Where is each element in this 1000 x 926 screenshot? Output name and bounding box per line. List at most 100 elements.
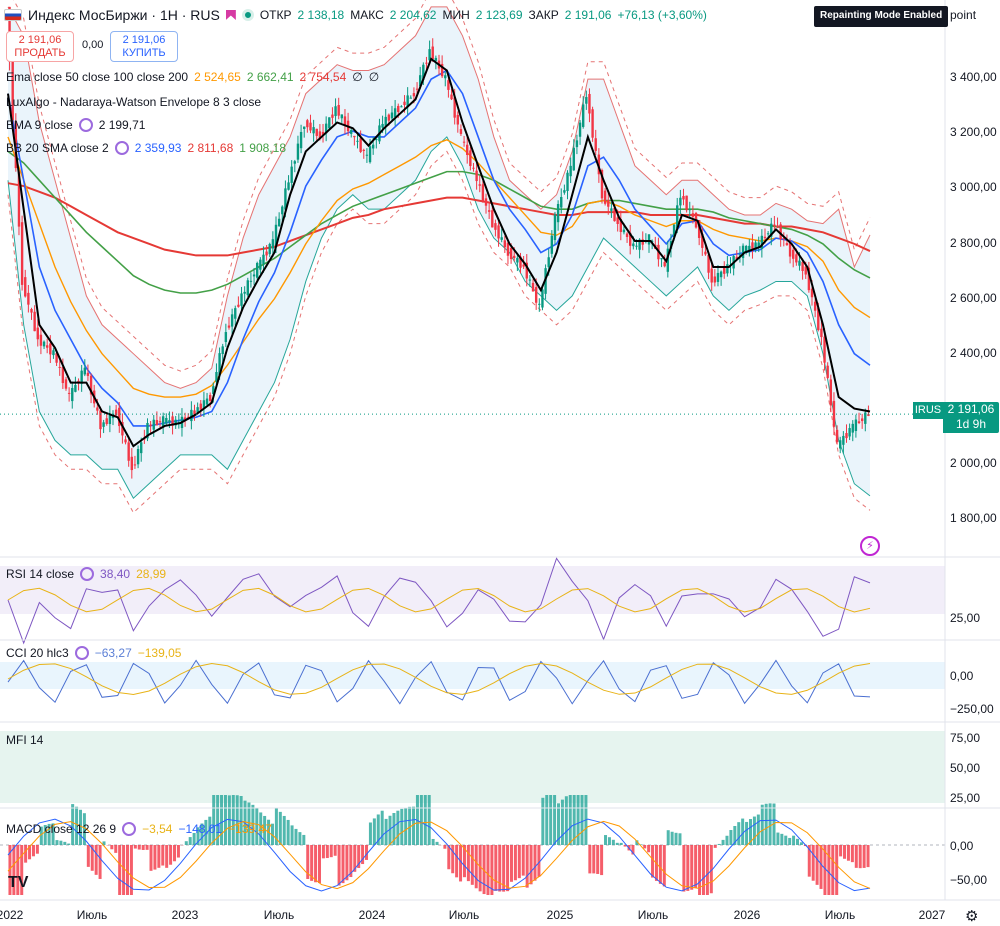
macd-pane[interactable]: [0, 795, 945, 895]
candle-body: [152, 419, 155, 430]
candle-body: [785, 243, 789, 246]
time-label: 2025: [546, 908, 574, 922]
candle-body: [503, 240, 507, 248]
candle-body: [277, 218, 281, 227]
bookmark-icon[interactable]: [225, 10, 236, 20]
cci-line: [7, 659, 871, 705]
russia-flag-icon: [4, 9, 22, 21]
macd-histogram-bar: [365, 845, 369, 860]
price-pane[interactable]: [0, 0, 945, 514]
candle-body: [309, 122, 312, 131]
candle-body: [782, 238, 785, 240]
candle-body: [58, 366, 61, 368]
macd-histogram-bar: [466, 845, 470, 882]
symbol-title[interactable]: Индекс МосБиржи · 1H · RUS: [28, 7, 220, 23]
macd-histogram-bar: [188, 837, 192, 845]
bb-legend-label: BB 20 SMA close 2: [6, 141, 109, 155]
macd-histogram-bar: [792, 835, 796, 845]
candle-body: [234, 308, 237, 319]
mfi-tick: 75,00: [950, 731, 981, 745]
ema9-legend[interactable]: EMA 9 close 2 199,71: [6, 118, 145, 132]
candle-body: [133, 464, 137, 466]
macd-histogram-bar: [388, 815, 392, 845]
candle-body: [67, 392, 71, 394]
cci-pane[interactable]: [0, 659, 945, 705]
candle-body: [835, 429, 839, 443]
candle-body: [324, 123, 328, 134]
macd-histogram-bar: [8, 845, 12, 895]
macd-histogram-bar: [639, 844, 643, 845]
macd-histogram-bar: [686, 845, 690, 891]
mfi-pane[interactable]: [0, 731, 945, 803]
cci-value: −63,27: [94, 646, 132, 660]
gear-icon[interactable]: ⚙: [965, 908, 979, 925]
candle-body: [625, 233, 629, 237]
candle-body: [24, 277, 27, 297]
candle-body: [475, 170, 478, 182]
macd-legend[interactable]: MACD close 12 26 9 −3,54 −148,01 −139,47: [6, 822, 272, 836]
candle-body: [860, 418, 864, 422]
candle-body: [33, 311, 36, 332]
candle-body: [312, 127, 315, 134]
mfi-legend[interactable]: MFI 14: [6, 733, 43, 747]
candle-body: [770, 223, 773, 237]
macd-signal-value: −139,47: [228, 822, 272, 836]
close-value: 2 191,06: [564, 8, 612, 22]
candle-body: [334, 106, 337, 117]
time-label: 2026: [733, 908, 761, 922]
candle-body: [340, 114, 344, 119]
macd-histogram-bar: [651, 845, 655, 878]
candle-body: [541, 289, 544, 308]
spread-value: 0,00: [82, 39, 104, 51]
cci-legend[interactable]: CCI 20 hlc3 −63,27 −139,05: [6, 646, 181, 660]
rsi-legend[interactable]: RSI 14 close 38,40 28,99: [6, 567, 166, 581]
macd-histogram-bar: [82, 813, 86, 845]
macd-histogram-bar: [141, 845, 145, 850]
macd-histogram-bar: [459, 845, 463, 882]
sell-button[interactable]: 2 191,06 ПРОДАТЬ: [6, 31, 74, 62]
candle-body: [845, 433, 848, 439]
macd-histogram-bar: [408, 806, 412, 845]
candle-body: [613, 207, 616, 222]
candle-body: [30, 308, 33, 313]
buy-button[interactable]: 2 191,06 КУПИТЬ: [110, 31, 178, 62]
candle-body: [763, 236, 767, 239]
macd-histogram-bar: [494, 845, 498, 891]
macd-histogram-bar: [721, 839, 725, 845]
cci-ma-value: −139,05: [137, 646, 182, 660]
candle-body: [726, 264, 729, 274]
candle-body: [585, 97, 588, 104]
nw-legend-label: LuxAlgo - Nadaraya-Watson Envelope 8 3 c…: [6, 95, 262, 109]
unit-label[interactable]: point: [950, 8, 977, 22]
macd-histogram-bar: [133, 845, 137, 849]
price-tick: 2 800,00: [950, 236, 997, 250]
rsi-pane[interactable]: [0, 557, 945, 645]
candle-body: [362, 149, 365, 151]
candle-body: [243, 291, 246, 294]
candle-body: [387, 114, 391, 121]
macd-histogram-bar: [161, 845, 165, 866]
candle-body: [64, 379, 68, 389]
ema-legend[interactable]: Ema close 50 close 100 close 200 2 524,6…: [6, 70, 379, 84]
candle-body: [136, 449, 140, 465]
lightning-icon[interactable]: ⚡: [860, 536, 880, 556]
candle-body: [509, 247, 513, 260]
macd-histogram-bar: [392, 813, 396, 845]
price-tick: 3 000,00: [950, 180, 997, 194]
nw-legend[interactable]: LuxAlgo - Nadaraya-Watson Envelope 8 3 c…: [6, 95, 261, 109]
candle-body: [594, 138, 597, 151]
tradingview-logo-icon[interactable]: TV: [8, 874, 29, 891]
macd-histogram-bar: [290, 825, 294, 845]
candle-body: [484, 198, 488, 206]
macd-histogram-bar: [600, 845, 604, 876]
candle-body: [274, 224, 278, 247]
candle-body: [744, 245, 748, 253]
macd-histogram-bar: [98, 845, 102, 879]
candle-body: [810, 288, 814, 298]
macd-histogram-bar: [557, 803, 561, 845]
candle-body: [832, 400, 836, 427]
bb-legend[interactable]: BB 20 SMA close 2 2 359,93 2 811,68 1 90…: [6, 141, 286, 155]
macd-histogram-bar: [611, 839, 615, 845]
candle-body: [525, 262, 528, 279]
